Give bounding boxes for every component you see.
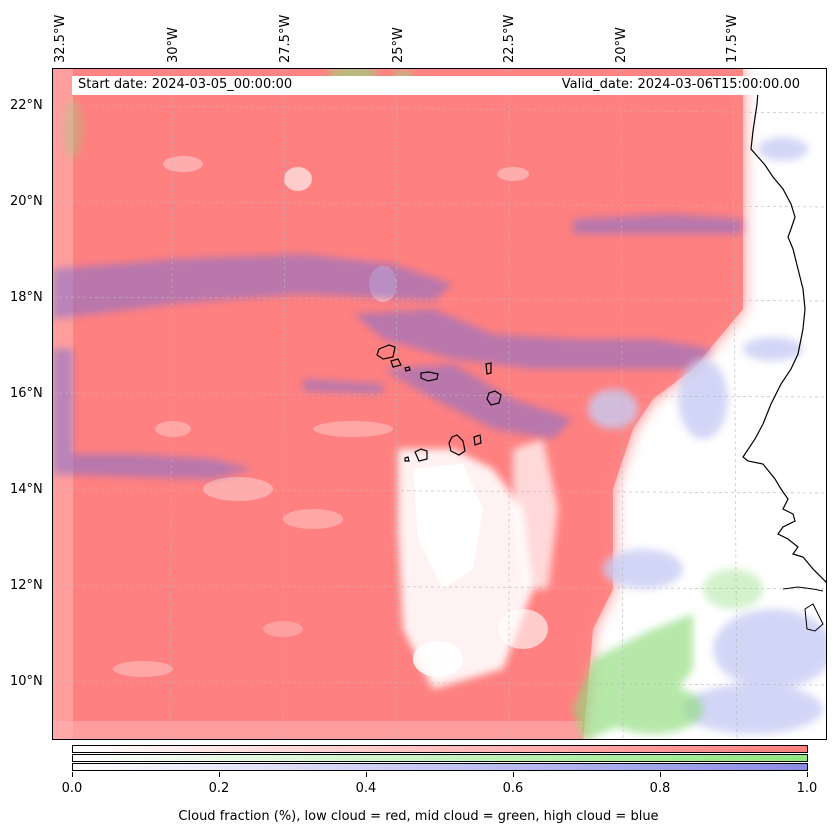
high-cloud-bands <box>53 214 743 479</box>
lat-label-14n: 14°N <box>10 482 43 497</box>
lat-label-20n: 20°N <box>10 194 43 209</box>
colorbar-tick-label: 0.2 <box>208 781 230 796</box>
cloud-fraction-map <box>52 68 827 740</box>
mid-cloud-patches <box>63 69 763 739</box>
colorbar-tick-label: 1.0 <box>796 781 818 796</box>
lon-label-27-5w: 27.5°W <box>278 14 293 63</box>
lat-label-18n: 18°N <box>10 290 43 305</box>
colorbar-tick <box>807 772 808 777</box>
colorbar-tick-label: 0.0 <box>61 781 83 796</box>
low-cloud-field <box>53 69 743 739</box>
info-banner: Start date: 2024-03-05_00:00:00 Valid_da… <box>72 76 806 95</box>
lat-label-12n: 12°N <box>10 578 43 593</box>
colorbar-tick <box>660 772 661 777</box>
colorbar-tick <box>219 772 220 777</box>
lon-label-20w: 20°W <box>614 27 629 63</box>
colorbar-tick <box>72 772 73 777</box>
low-cloud-colorbar <box>72 745 808 753</box>
coastal-inlet <box>782 586 824 592</box>
colorbar-ticks <box>72 772 808 778</box>
colorbar-tick-label: 0.8 <box>649 781 671 796</box>
high-cloud-patches <box>588 137 826 734</box>
colorbar-tick <box>513 772 514 777</box>
graticule <box>53 69 826 739</box>
colorbar-tick <box>366 772 367 777</box>
lon-label-17-5w: 17.5°W <box>725 14 740 63</box>
lon-label-25w: 25°W <box>391 27 406 63</box>
african-coastline <box>742 78 826 583</box>
colorbar-stack <box>72 745 808 772</box>
coastal-island <box>804 603 824 632</box>
lon-label-32-5w: 32.5°W <box>53 14 68 63</box>
colorbar-tick-label: 0.6 <box>502 781 524 796</box>
cape-verde-islands <box>376 344 502 462</box>
clear-patches <box>113 156 558 689</box>
mid-cloud-colorbar <box>72 754 808 762</box>
start-date-label: Start date: 2024-03-05_00:00:00 <box>78 77 293 92</box>
high-cloud-colorbar <box>72 763 808 771</box>
colorbar-tick-label: 0.4 <box>355 781 377 796</box>
lat-label-10n: 10°N <box>10 674 43 689</box>
valid-date-label: Valid_date: 2024-03-06T15:00:00.00 <box>561 77 800 92</box>
colorbar-caption: Cloud fraction (%), low cloud = red, mid… <box>178 809 659 824</box>
lon-label-22-5w: 22.5°W <box>502 14 517 63</box>
lat-label-16n: 16°N <box>10 386 43 401</box>
lon-label-30w: 30°W <box>166 27 181 63</box>
map-canvas <box>53 69 826 739</box>
lat-label-22n: 22°N <box>10 98 43 113</box>
